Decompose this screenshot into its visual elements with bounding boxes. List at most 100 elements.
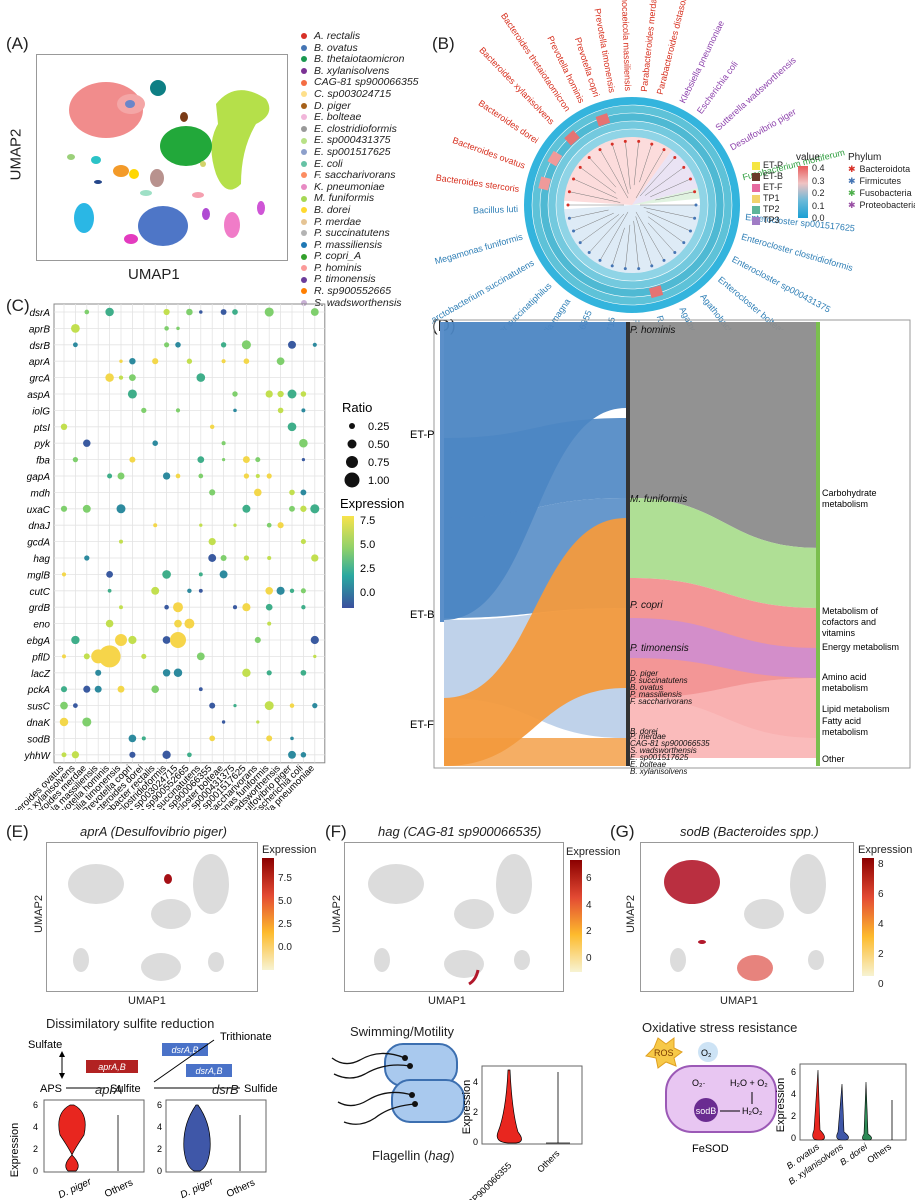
legend-label: B. ovatus [314, 41, 358, 54]
e-bg-6 [208, 952, 224, 972]
dot [129, 751, 136, 758]
e-violin2-frame [165, 1099, 267, 1173]
species-legend-item: E. coli [301, 158, 431, 171]
dot [209, 489, 216, 496]
cluster-pink [224, 212, 240, 238]
legend-label: B. thetaiotaomicron [314, 53, 405, 66]
legend-dot [301, 230, 307, 237]
tree-branch [569, 209, 609, 219]
phylum-legend-title: Phylum [848, 152, 882, 163]
sankey-right-line: Carbohydrate [822, 488, 877, 498]
legend-label: P. massiliensis [314, 238, 383, 251]
e-enz3: dsrA,B [195, 1066, 222, 1076]
sankey-mid-label: P. massiliensis [630, 690, 682, 699]
tip-dot [567, 190, 571, 194]
g-violin-ticks: 6 4 2 0 [791, 1067, 796, 1143]
ring-swatch [752, 216, 760, 225]
tip-dot [673, 155, 677, 159]
legend-dot [301, 195, 307, 202]
f-bg-2 [496, 854, 532, 914]
ring-legend-item: TP2 [752, 204, 783, 215]
sankey-right-label: Energy metabolism [822, 642, 899, 652]
circ-species-label: Bacteroides stercoris [435, 172, 520, 194]
legend-dot [301, 299, 307, 306]
expr-tick: 4 [878, 919, 884, 930]
tree-branch [648, 216, 684, 243]
legend-label: A. rectalis [314, 30, 361, 42]
dot [196, 373, 206, 382]
tree-branch [644, 167, 684, 196]
panel-label-f: (F) [325, 822, 347, 841]
dot [243, 358, 250, 365]
e-enz2: dsrA,B [171, 1045, 198, 1055]
g-o2-circle [698, 1042, 718, 1062]
heat-cell-4 [538, 176, 551, 191]
gene-label: cutC [29, 587, 50, 598]
e-umap-x: UMAP1 [128, 995, 166, 1007]
f-bg-4 [444, 950, 484, 978]
sankey-right-label: Amino acid metabolism [822, 672, 868, 693]
e-umap-y: UMAP2 [32, 895, 45, 933]
e-pathway: Sulfate APS aprA,B Sulfite dsrA,B Trithi… [28, 1031, 278, 1095]
f-flagellin-label: Flagellin (hag) [372, 1148, 455, 1163]
f-expr-bar [570, 860, 582, 972]
e-violin2-dpiger [183, 1104, 211, 1172]
dot [287, 389, 297, 399]
dot [198, 588, 203, 593]
phylum-label: Proteobacteria [859, 200, 915, 210]
tree-branch [588, 157, 617, 188]
dot [105, 373, 114, 382]
dot [95, 669, 102, 676]
violin-tick: 4 [791, 1089, 796, 1099]
species-legend-item: CAG-81 sp900066355 [301, 77, 431, 89]
ratio-dot [347, 439, 357, 449]
f-title-gene: hag [378, 824, 400, 839]
dot [170, 632, 186, 648]
ring-label: ET-F [763, 182, 783, 192]
f-bg-5 [374, 948, 390, 972]
value-tick: 0.3 [812, 175, 825, 186]
sankey-mid-label: B. dorei [630, 727, 658, 736]
g-group-label: Others [865, 1141, 893, 1165]
dot [208, 554, 217, 562]
dot [187, 752, 192, 758]
sankey-left-label: ET-B [410, 609, 434, 621]
dot [290, 736, 294, 741]
legend-dot [301, 265, 307, 272]
cluster-orange [113, 165, 129, 177]
dot [141, 407, 147, 414]
tree-branch [573, 178, 618, 199]
phylum-label: Firmicutes [859, 176, 902, 186]
f-expr-ticks: 6 4 2 0 [586, 866, 592, 972]
tip-dot [637, 139, 641, 143]
ring-legend-item: TP3 [752, 215, 783, 226]
dot [221, 359, 226, 364]
cluster-mauve [150, 169, 164, 187]
e-bg-3 [151, 899, 191, 929]
e-pathway-title: Dissimilatory sulfite reduction [46, 1016, 215, 1031]
tree-branch [647, 222, 676, 253]
tree-branch [635, 216, 653, 266]
f-flagellin-text: Flagellin ( [372, 1148, 429, 1163]
legend-label: P. hominis [314, 261, 362, 274]
sankey-right-label: Other [822, 754, 845, 764]
dot [277, 522, 284, 529]
dot [255, 457, 261, 463]
tip-dot [610, 264, 614, 268]
ring-label: ET-P [763, 160, 784, 170]
dot [162, 472, 171, 480]
dot [267, 555, 272, 561]
legend-label: S. wadsworthensis [314, 296, 402, 309]
dot [127, 389, 137, 399]
sankey-left-label: ET-P [410, 429, 434, 441]
tip-dot [587, 155, 591, 159]
sankey-right-line: metabolism [822, 727, 868, 737]
violin-tick: 2 [33, 1144, 38, 1154]
legend-label: P. merdae [314, 215, 362, 228]
sankey-mid-label: B. ovatus [630, 683, 663, 692]
ring-legend-item: TP1 [752, 193, 783, 204]
f-violin-frame [481, 1065, 583, 1145]
species-legend-item: F. saccharivorans [301, 169, 431, 182]
dot [243, 555, 250, 561]
dot [115, 634, 127, 646]
